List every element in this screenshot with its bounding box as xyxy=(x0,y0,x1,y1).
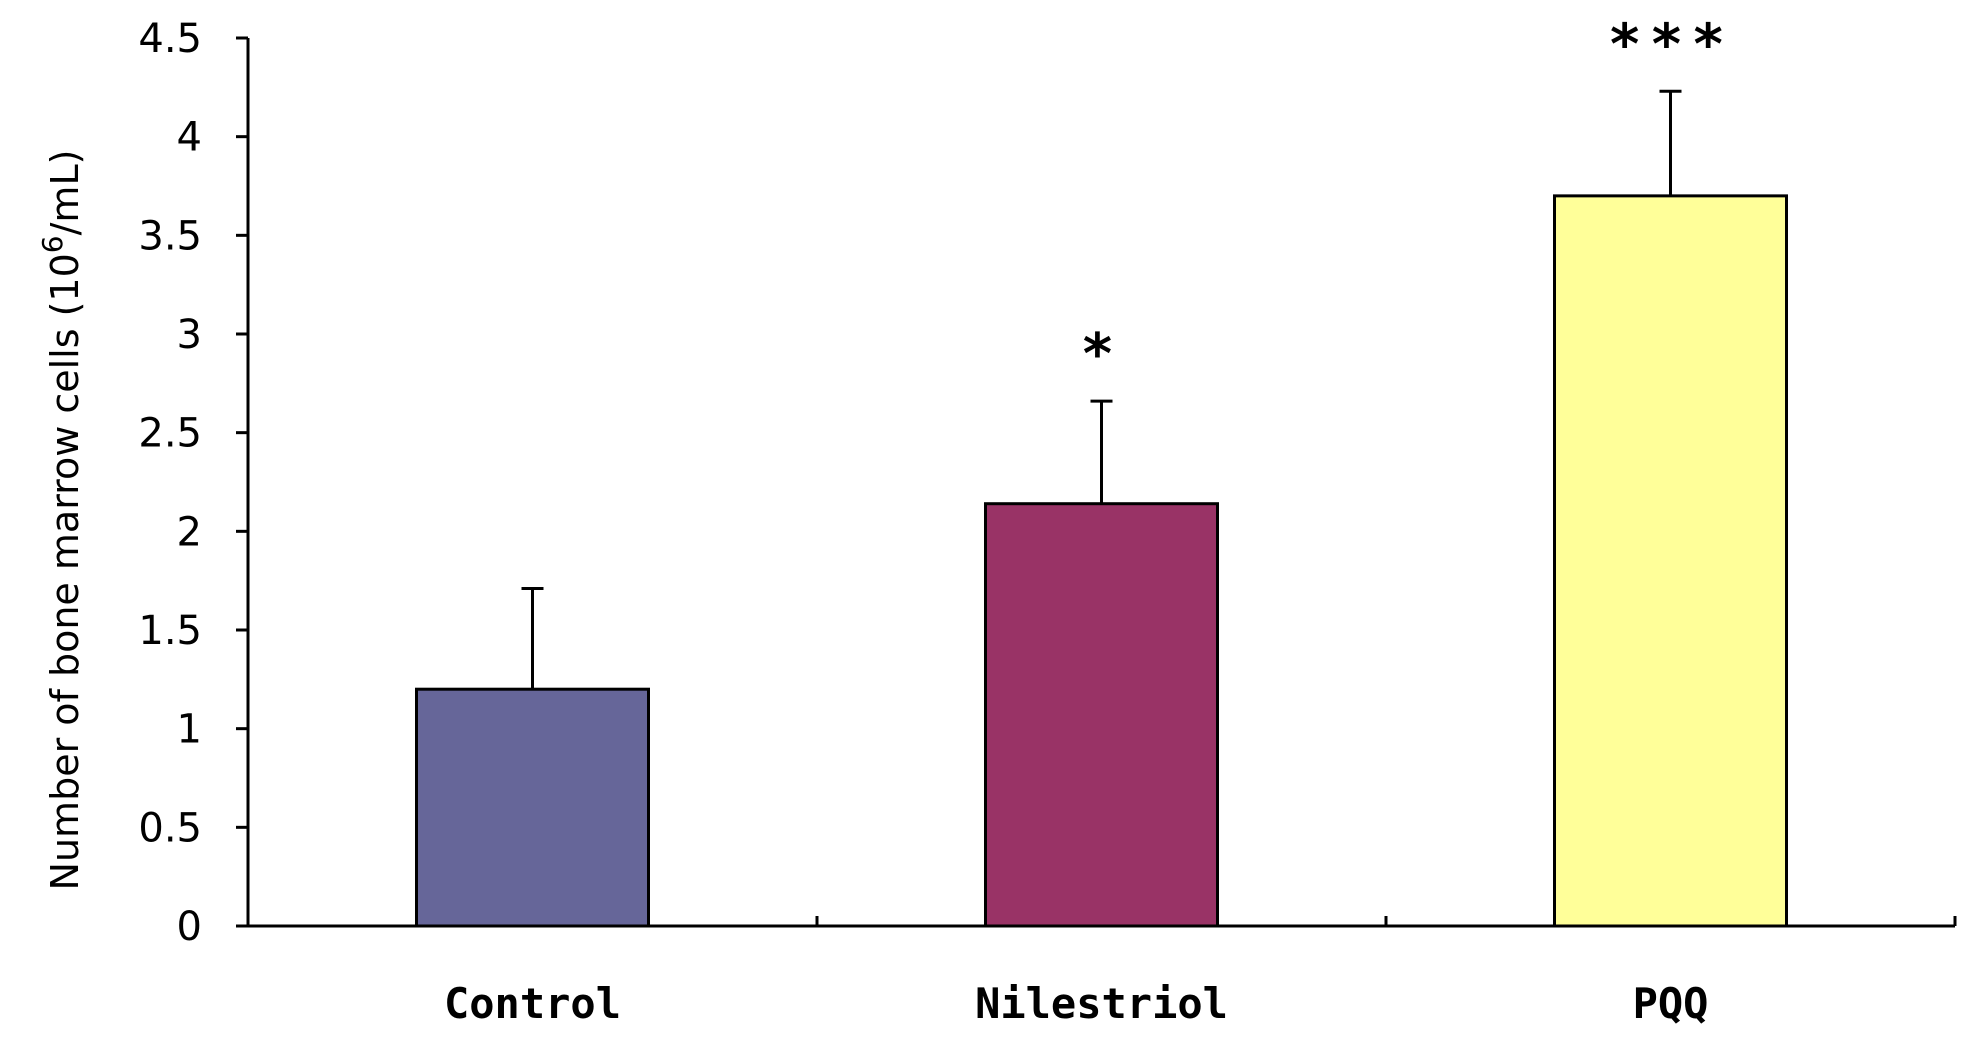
x-labels-layer: Control Nilestriol PQQ xyxy=(444,979,1708,1028)
y-tick-label: 3.5 xyxy=(138,213,202,259)
y-tick-label: 2.5 xyxy=(138,411,202,457)
y-tick-label: 1 xyxy=(177,707,202,753)
axes-layer xyxy=(246,38,1957,928)
significance-marker: * xyxy=(1081,322,1123,387)
y-tick-label: 3 xyxy=(177,312,202,358)
x-category-label: PQQ xyxy=(1633,979,1709,1028)
bars-layer xyxy=(415,194,1788,928)
y-tick-label: 0 xyxy=(177,904,202,950)
y-axis-label-suffix: /mL) xyxy=(43,150,87,236)
significance-marker: *** xyxy=(1608,12,1733,77)
y-tick-label: 4.5 xyxy=(138,16,202,62)
y-tick-label: 2 xyxy=(177,509,202,555)
error-bars-layer xyxy=(521,89,1682,690)
significance-layer: **** xyxy=(1081,12,1733,387)
bar-pqq xyxy=(1553,194,1788,928)
y-tick-label: 4 xyxy=(177,115,202,161)
bar-control xyxy=(415,687,650,928)
y-tick-label: 1.5 xyxy=(138,608,202,654)
y-ticks-layer: 0 0.5 1 1.5 2 2.5 3 3.5 4 4.5 xyxy=(138,16,248,950)
y-axis-label-superscript: 6 xyxy=(36,235,69,253)
y-axis-label-main: Number of bone marrow cells (10 xyxy=(43,253,87,890)
bar-nilestriol xyxy=(984,502,1219,928)
x-category-label: Nilestriol xyxy=(975,979,1228,1028)
y-axis-label: Number of bone marrow cells (106/mL) xyxy=(36,150,87,891)
x-category-label: Control xyxy=(444,979,621,1028)
y-tick-label: 0.5 xyxy=(138,805,202,851)
